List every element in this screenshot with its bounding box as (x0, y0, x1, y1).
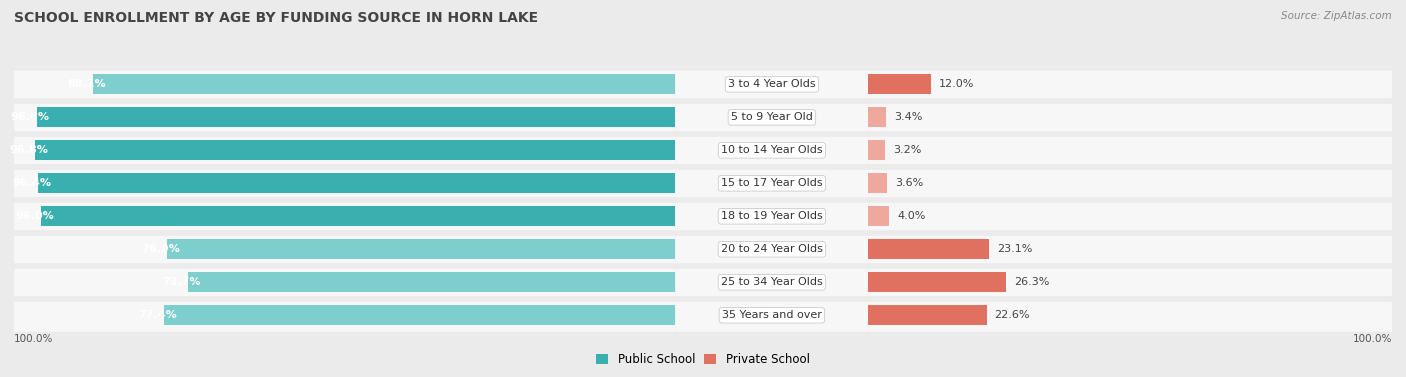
Text: 96.8%: 96.8% (10, 145, 48, 155)
Bar (869, 305, 987, 325)
Text: Source: ZipAtlas.com: Source: ZipAtlas.com (1281, 11, 1392, 21)
FancyBboxPatch shape (14, 134, 675, 167)
Bar (93, 75, 675, 94)
Text: 3 to 4 Year Olds: 3 to 4 Year Olds (728, 79, 815, 89)
FancyBboxPatch shape (14, 200, 675, 233)
Bar (35, 141, 675, 160)
Text: 3.4%: 3.4% (894, 112, 922, 123)
Text: 3.2%: 3.2% (893, 145, 921, 155)
FancyBboxPatch shape (14, 167, 675, 200)
FancyBboxPatch shape (675, 167, 869, 200)
FancyBboxPatch shape (675, 233, 869, 266)
FancyBboxPatch shape (869, 200, 1392, 233)
Text: 20 to 24 Year Olds: 20 to 24 Year Olds (721, 244, 823, 254)
Text: 96.4%: 96.4% (13, 178, 51, 188)
Text: 100.0%: 100.0% (1353, 334, 1392, 344)
Text: 23.1%: 23.1% (997, 244, 1032, 254)
Text: 12.0%: 12.0% (939, 79, 974, 89)
FancyBboxPatch shape (675, 266, 869, 299)
Bar (869, 173, 887, 193)
Text: 5 to 9 Year Old: 5 to 9 Year Old (731, 112, 813, 123)
Text: 76.9%: 76.9% (141, 244, 180, 254)
Bar (869, 207, 889, 226)
FancyBboxPatch shape (675, 101, 869, 134)
Text: 96.6%: 96.6% (11, 112, 49, 123)
Text: 88.1%: 88.1% (67, 79, 105, 89)
Text: 3.6%: 3.6% (896, 178, 924, 188)
Text: SCHOOL ENROLLMENT BY AGE BY FUNDING SOURCE IN HORN LAKE: SCHOOL ENROLLMENT BY AGE BY FUNDING SOUR… (14, 11, 538, 25)
FancyBboxPatch shape (14, 68, 675, 101)
FancyBboxPatch shape (869, 68, 1392, 101)
Text: 100.0%: 100.0% (14, 334, 53, 344)
FancyBboxPatch shape (675, 68, 869, 101)
Bar (41, 207, 675, 226)
Text: 22.6%: 22.6% (994, 310, 1031, 320)
Text: 18 to 19 Year Olds: 18 to 19 Year Olds (721, 211, 823, 221)
FancyBboxPatch shape (14, 233, 675, 266)
FancyBboxPatch shape (675, 200, 869, 233)
Text: 15 to 17 Year Olds: 15 to 17 Year Olds (721, 178, 823, 188)
Text: 96.0%: 96.0% (15, 211, 53, 221)
Text: 4.0%: 4.0% (897, 211, 925, 221)
FancyBboxPatch shape (869, 134, 1392, 167)
FancyBboxPatch shape (14, 266, 675, 299)
Text: 77.4%: 77.4% (138, 310, 177, 320)
Bar (869, 272, 1007, 292)
FancyBboxPatch shape (14, 101, 675, 134)
Bar (869, 75, 931, 94)
Text: 73.7%: 73.7% (163, 277, 201, 287)
FancyBboxPatch shape (869, 101, 1392, 134)
FancyBboxPatch shape (869, 299, 1392, 332)
Bar (38, 173, 675, 193)
FancyBboxPatch shape (869, 167, 1392, 200)
Text: 25 to 34 Year Olds: 25 to 34 Year Olds (721, 277, 823, 287)
FancyBboxPatch shape (14, 299, 675, 332)
Bar (37, 107, 675, 127)
Text: 10 to 14 Year Olds: 10 to 14 Year Olds (721, 145, 823, 155)
Text: 26.3%: 26.3% (1014, 277, 1049, 287)
Bar (163, 305, 675, 325)
Bar (869, 141, 886, 160)
FancyBboxPatch shape (869, 266, 1392, 299)
FancyBboxPatch shape (869, 233, 1392, 266)
Text: 35 Years and over: 35 Years and over (721, 310, 823, 320)
Bar (869, 107, 886, 127)
Bar (167, 239, 675, 259)
Legend: Public School, Private School: Public School, Private School (592, 349, 814, 371)
Bar (869, 239, 990, 259)
FancyBboxPatch shape (675, 299, 869, 332)
FancyBboxPatch shape (675, 134, 869, 167)
Bar (188, 272, 675, 292)
